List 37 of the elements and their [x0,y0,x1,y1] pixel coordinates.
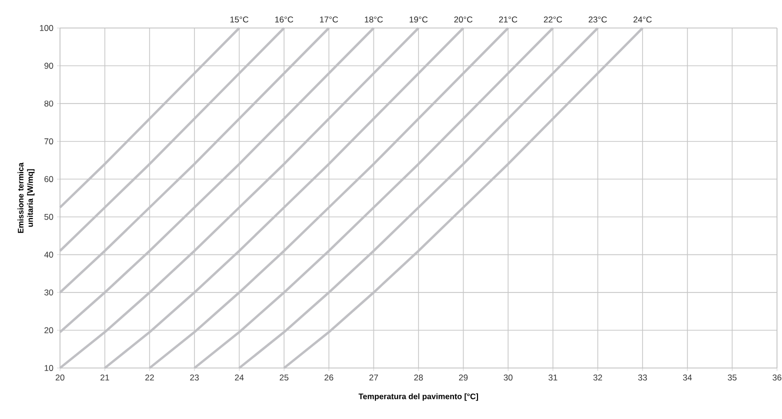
y-tick-label: 100 [40,25,54,31]
x-tick-label: 28 [414,374,423,381]
y-tick-label: 20 [44,327,54,334]
series-label: 24°C [634,16,652,22]
y-tick-label: 80 [44,100,54,107]
series-label: 17°C [320,16,338,22]
y-tick-label: 90 [44,62,54,69]
series-label: 23°C [588,16,607,22]
x-tick-label: 33 [638,374,647,381]
y-tick-label: 60 [44,176,54,182]
x-tick-label: 26 [324,374,334,381]
x-tick-label: 30 [504,374,513,381]
y-tick-label: 70 [44,138,54,144]
x-tick-label: 31 [548,374,558,381]
series-label: 15°C [230,16,248,22]
x-tick-label: 25 [280,374,288,381]
x-tick-label: 20 [56,374,64,381]
series-label: 19°C [410,16,428,22]
series-label: 22°C [544,16,562,22]
x-tick-label: 22 [145,374,154,380]
y-tick-label: 30 [44,289,54,296]
series-label: 16°C [275,16,294,22]
y-tick-label: 50 [44,214,54,220]
x-tick-label: 21 [100,374,110,380]
x-tick-label: 27 [369,374,378,380]
series-label: 20°C [454,16,472,22]
x-tick-label: 23 [190,374,199,381]
y-tick-label: 40 [44,252,54,258]
x-tick-label: 24 [234,374,244,380]
x-tick-label: 36 [772,374,782,381]
x-tick-label: 35 [728,374,737,381]
series-label: 21°C [499,16,518,22]
y-tick-label: 10 [44,365,54,371]
x-tick-label: 32 [593,374,602,381]
x-tick-label: 34 [683,374,692,381]
series-label: 18°C [364,16,383,22]
x-tick-label: 29 [459,374,468,381]
